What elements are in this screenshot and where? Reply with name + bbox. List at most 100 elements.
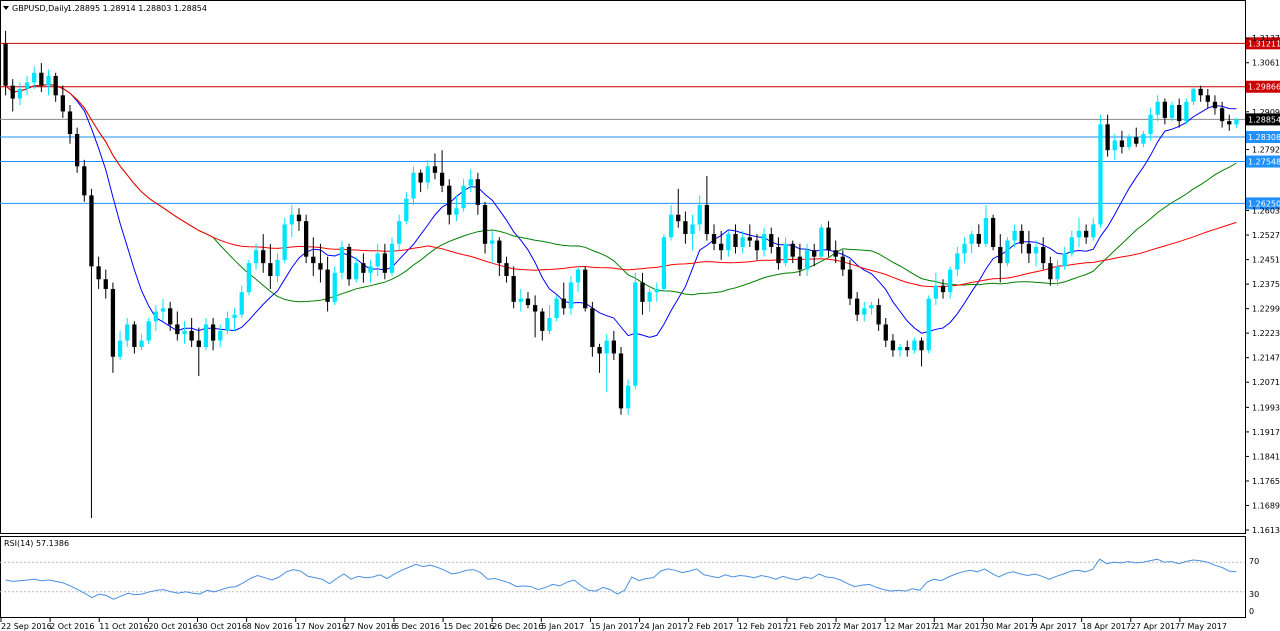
- candle-body: [17, 88, 23, 99]
- candles: [3, 30, 1239, 519]
- candle-body: [1119, 140, 1125, 147]
- x-tick-label: 30 Mar 2017: [983, 622, 1034, 631]
- candle-body: [289, 214, 294, 225]
- y-tick-label: 1.19930: [1252, 403, 1280, 412]
- candle-body: [640, 282, 645, 302]
- candle-body: [833, 250, 838, 257]
- level-tag: [1246, 80, 1280, 93]
- candle-body: [1112, 140, 1117, 151]
- level-tag: [1246, 197, 1280, 210]
- candle-body: [926, 298, 931, 351]
- candle-body: [626, 385, 631, 409]
- level-tag: [1246, 113, 1280, 126]
- candle-body: [67, 111, 73, 135]
- candle-body: [418, 172, 423, 183]
- candle-body: [940, 285, 946, 293]
- x-tick-label: 8 Nov 2016: [247, 622, 293, 631]
- candle-body: [733, 234, 738, 247]
- candle-body: [53, 75, 58, 96]
- candle-body: [525, 298, 531, 306]
- y-tick-label: 1.30610: [1252, 59, 1280, 68]
- candle-body: [826, 227, 831, 251]
- x-tick-label: 15 Jan 2017: [590, 622, 638, 631]
- x-tick-label: 17 Nov 2016: [296, 622, 347, 631]
- candle-body: [540, 311, 545, 331]
- candle-body: [1234, 119, 1239, 125]
- candle-body: [804, 250, 810, 270]
- symbol-label: GBPUSD,Daily: [12, 4, 69, 13]
- rsi-panel-frame: [0, 536, 1246, 618]
- x-tick-label: 24 Jan 2017: [640, 622, 688, 631]
- y-tick-label: 1.20710: [1252, 378, 1280, 387]
- candle-body: [1026, 243, 1032, 254]
- candle-body: [761, 234, 767, 251]
- candle-body: [175, 324, 180, 335]
- horizontal-levels: 1.31211 1.29866 1.28854 1.28308 1.27548 1.262…: [0, 37, 1280, 210]
- candle-body: [375, 253, 380, 267]
- rsi-series: [0, 558, 1245, 600]
- candle-body: [32, 72, 37, 83]
- candle-body: [647, 292, 652, 302]
- candle-body: [346, 246, 352, 280]
- candle-body: [189, 330, 194, 341]
- candle-body: [518, 298, 523, 302]
- y-tick-label: 1.25270: [1252, 231, 1280, 240]
- x-tick-label: 5 Jan 2017: [541, 622, 584, 631]
- candle-body: [1198, 88, 1203, 96]
- candle-body: [1091, 224, 1096, 238]
- candle-body: [275, 259, 280, 277]
- dropdown-triangle-icon[interactable]: [3, 6, 9, 10]
- candle-body: [919, 340, 924, 351]
- candle-body: [726, 234, 731, 251]
- candle-body: [1184, 101, 1189, 122]
- candle-body: [719, 243, 724, 251]
- y-tick-label: 1.31370: [1252, 34, 1280, 43]
- candle-body: [318, 263, 323, 270]
- x-tick-label: 18 Apr 2017: [1082, 622, 1131, 631]
- x-tick-label: 7 May 2017: [1180, 622, 1227, 631]
- candle-body: [797, 256, 803, 270]
- candle-body: [654, 288, 659, 293]
- candle-body: [361, 263, 366, 273]
- candle-body: [855, 298, 860, 315]
- candle-body: [332, 272, 337, 302]
- x-tick-label: 6 Dec 2016: [394, 622, 440, 631]
- candle-body: [454, 208, 459, 215]
- y-tick-label: 1.29090: [1252, 108, 1280, 117]
- candle-body: [203, 324, 209, 348]
- candle-body: [883, 324, 888, 341]
- candle-body: [568, 282, 574, 309]
- candle-body: [890, 340, 896, 351]
- price-panel-frame: [0, 0, 1246, 534]
- candle-body: [1162, 101, 1168, 118]
- candle-body: [1148, 114, 1153, 135]
- candle-body: [1219, 108, 1225, 122]
- candle-body: [1205, 95, 1210, 102]
- candle-body: [397, 221, 402, 244]
- candle-body: [89, 195, 94, 267]
- candle-body: [1005, 240, 1010, 264]
- candle-body: [661, 237, 667, 289]
- candle-body: [196, 340, 201, 348]
- candle-body: [948, 269, 953, 293]
- candle-body: [125, 324, 130, 341]
- candle-body: [1212, 101, 1218, 109]
- rsi-level-0: 0: [1249, 607, 1254, 616]
- candle-body: [24, 82, 30, 89]
- level-tag: [1246, 131, 1280, 144]
- level-tag-label: 1.26250: [1248, 199, 1280, 208]
- candle-body: [876, 305, 881, 325]
- y-tick-label: 1.26030: [1252, 207, 1280, 216]
- candle-body: [740, 237, 745, 247]
- candle-body: [990, 217, 996, 247]
- x-tick-label: 26 Dec 2016: [492, 622, 543, 631]
- level-tag-label: 1.27548: [1248, 158, 1280, 167]
- candle-body: [1098, 124, 1103, 225]
- candle-body: [575, 269, 581, 283]
- y-tick-label: 1.18410: [1252, 452, 1280, 461]
- candle-body: [411, 172, 416, 199]
- candle-body: [282, 224, 287, 260]
- candle-body: [962, 243, 967, 254]
- candle-body: [117, 340, 123, 357]
